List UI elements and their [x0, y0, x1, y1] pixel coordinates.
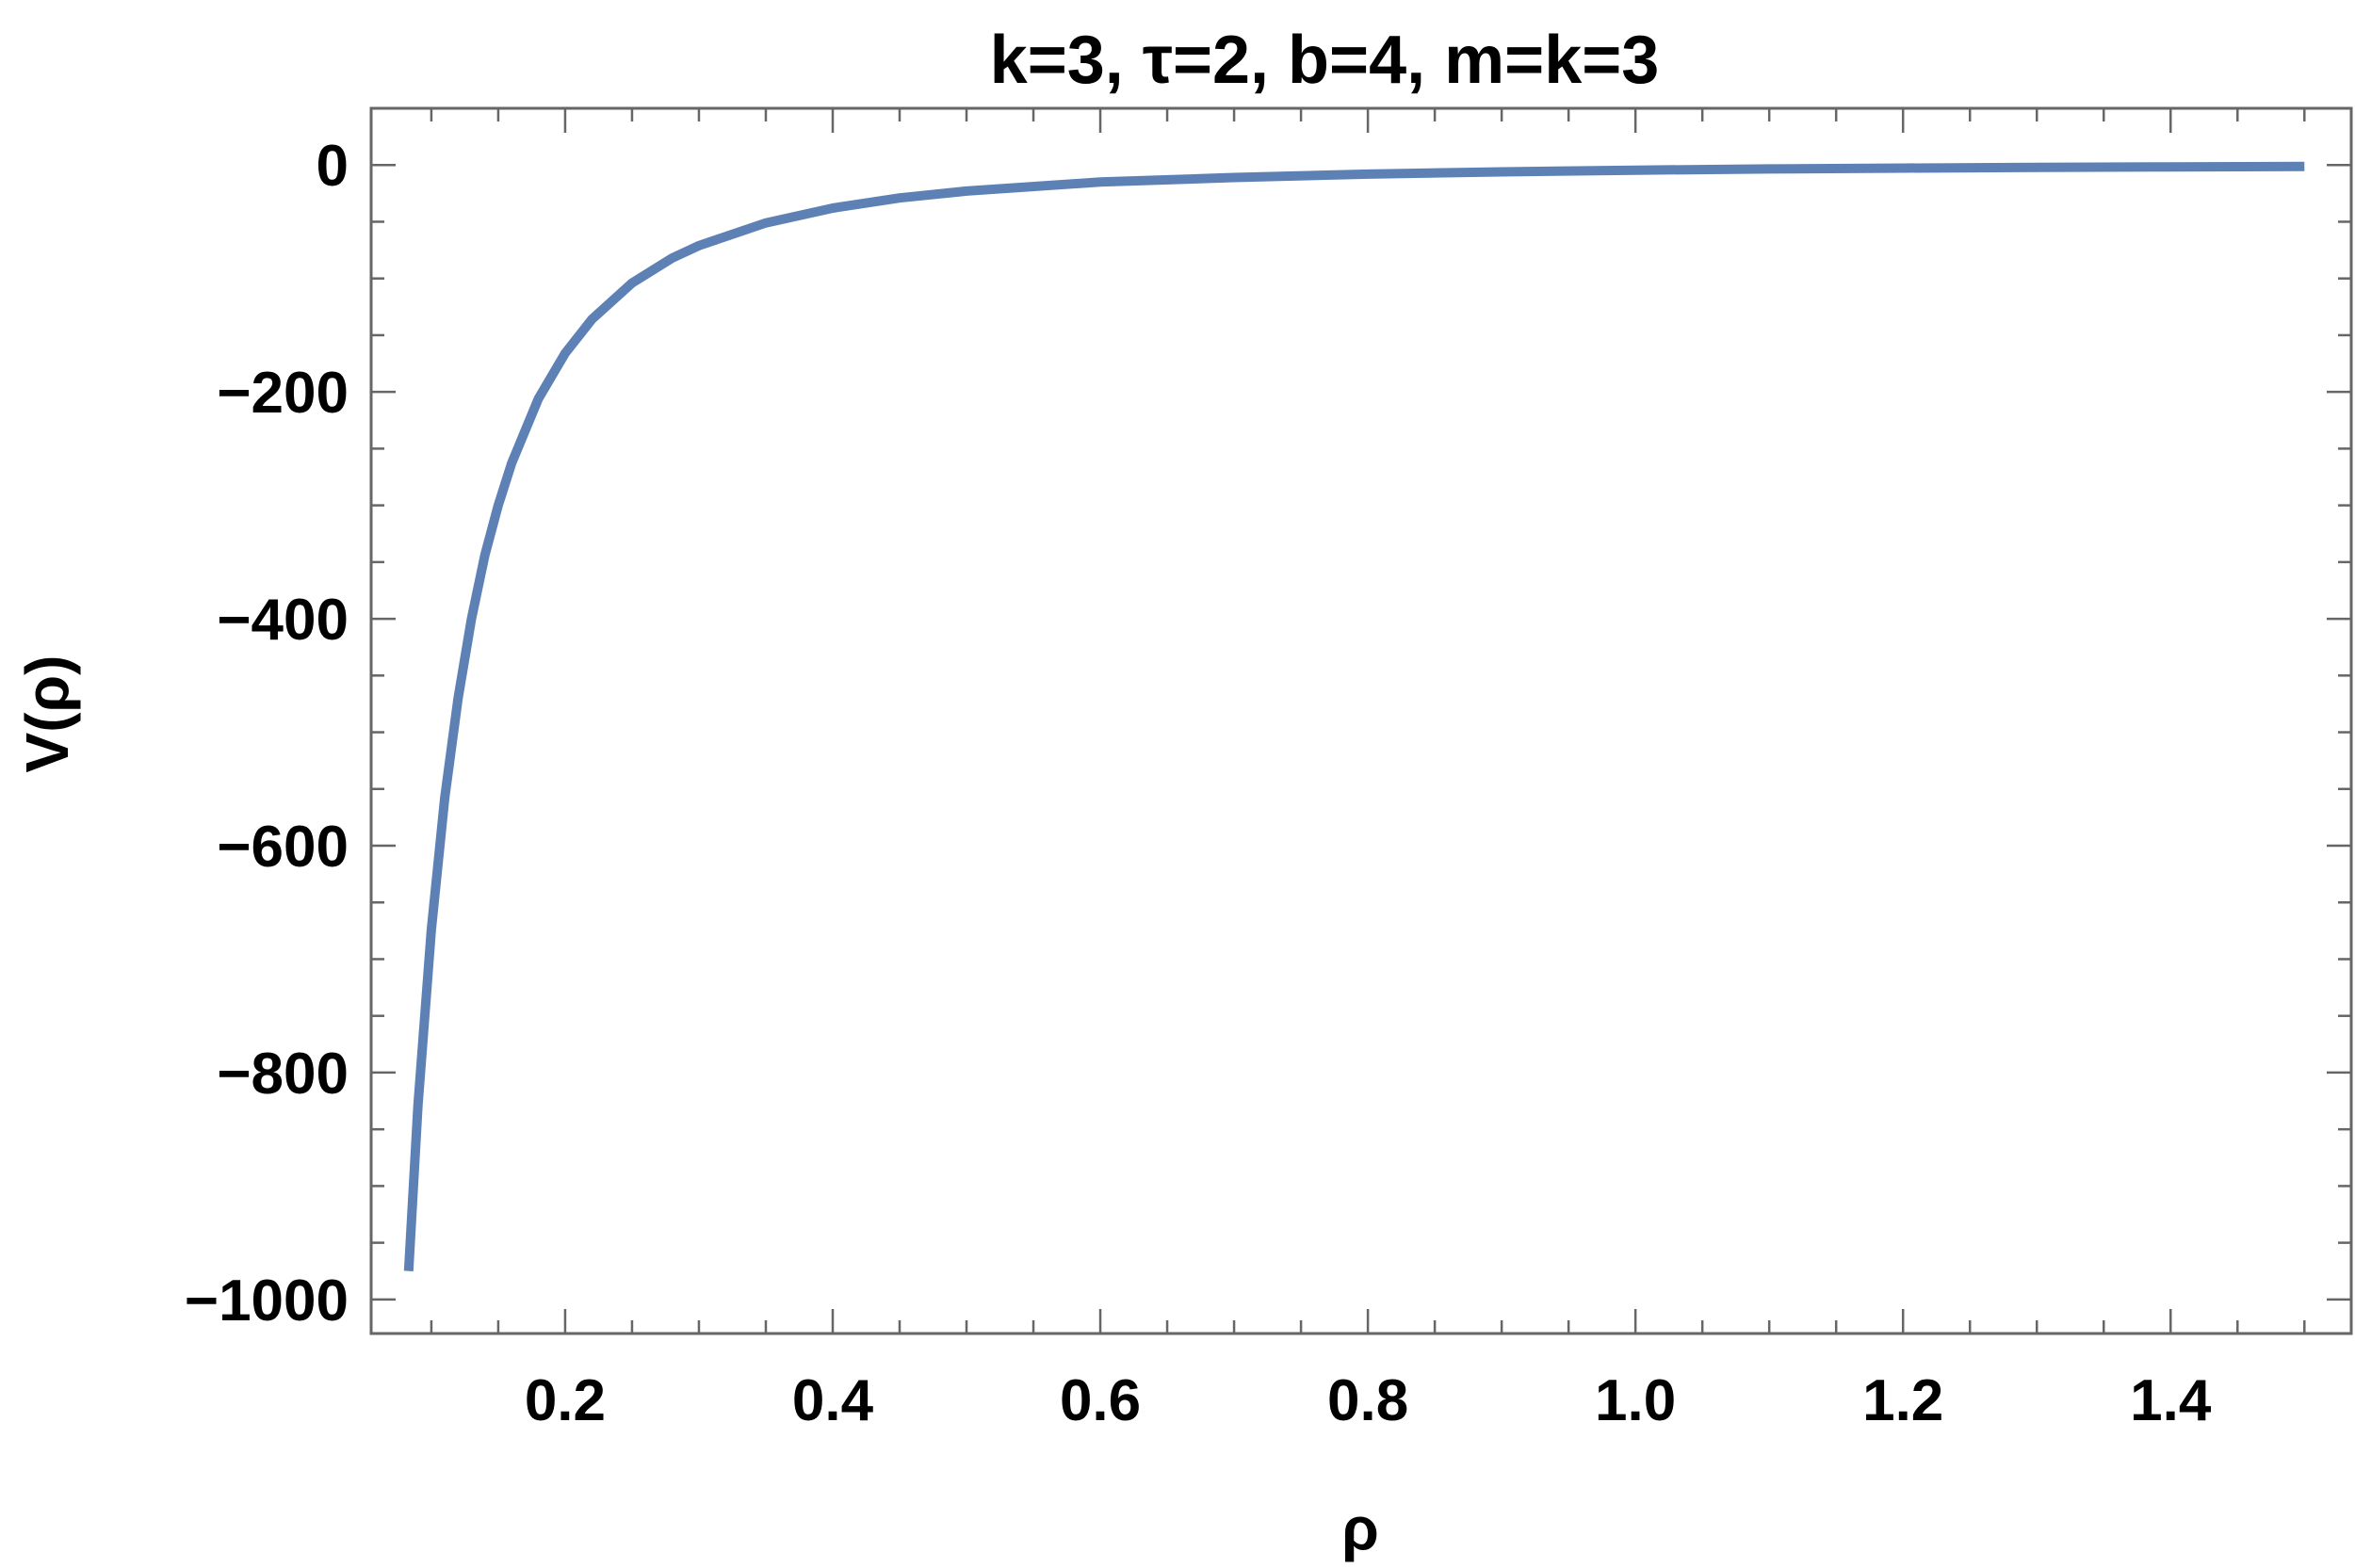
y-tick-label: −600	[217, 815, 349, 880]
x-tick-label: 0.8	[1327, 1368, 1408, 1433]
x-tick-label: 0.4	[792, 1368, 874, 1433]
plot-frame	[369, 106, 2353, 1335]
x-tick-label: 0.2	[525, 1368, 606, 1433]
x-tick-label: 1.4	[2130, 1368, 2212, 1433]
y-tick-label: −1000	[185, 1269, 349, 1334]
y-axis-label: V(ρ)	[13, 655, 81, 773]
x-tick-label: 1.0	[1595, 1368, 1676, 1433]
y-tick-labels: 0 −200 −400 −600 −800 −1000	[185, 134, 349, 1334]
series-line	[403, 161, 2305, 1271]
x-axis-label: ρ	[1341, 1495, 1379, 1562]
axis-ticks	[371, 106, 2351, 1334]
y-tick-label: −400	[217, 588, 349, 653]
chart-title: k=3, τ=2, b=4, m=k=3	[990, 23, 1660, 98]
y-tick-label: 0	[317, 134, 349, 199]
x-tick-label: 1.2	[1862, 1368, 1943, 1433]
x-tick-label: 0.6	[1060, 1368, 1141, 1433]
y-tick-label: −800	[217, 1042, 349, 1107]
y-tick-label: −200	[217, 361, 349, 426]
x-tick-labels: 0.2 0.4 0.6 0.8 1.0 1.2 1.4	[525, 1368, 2212, 1433]
